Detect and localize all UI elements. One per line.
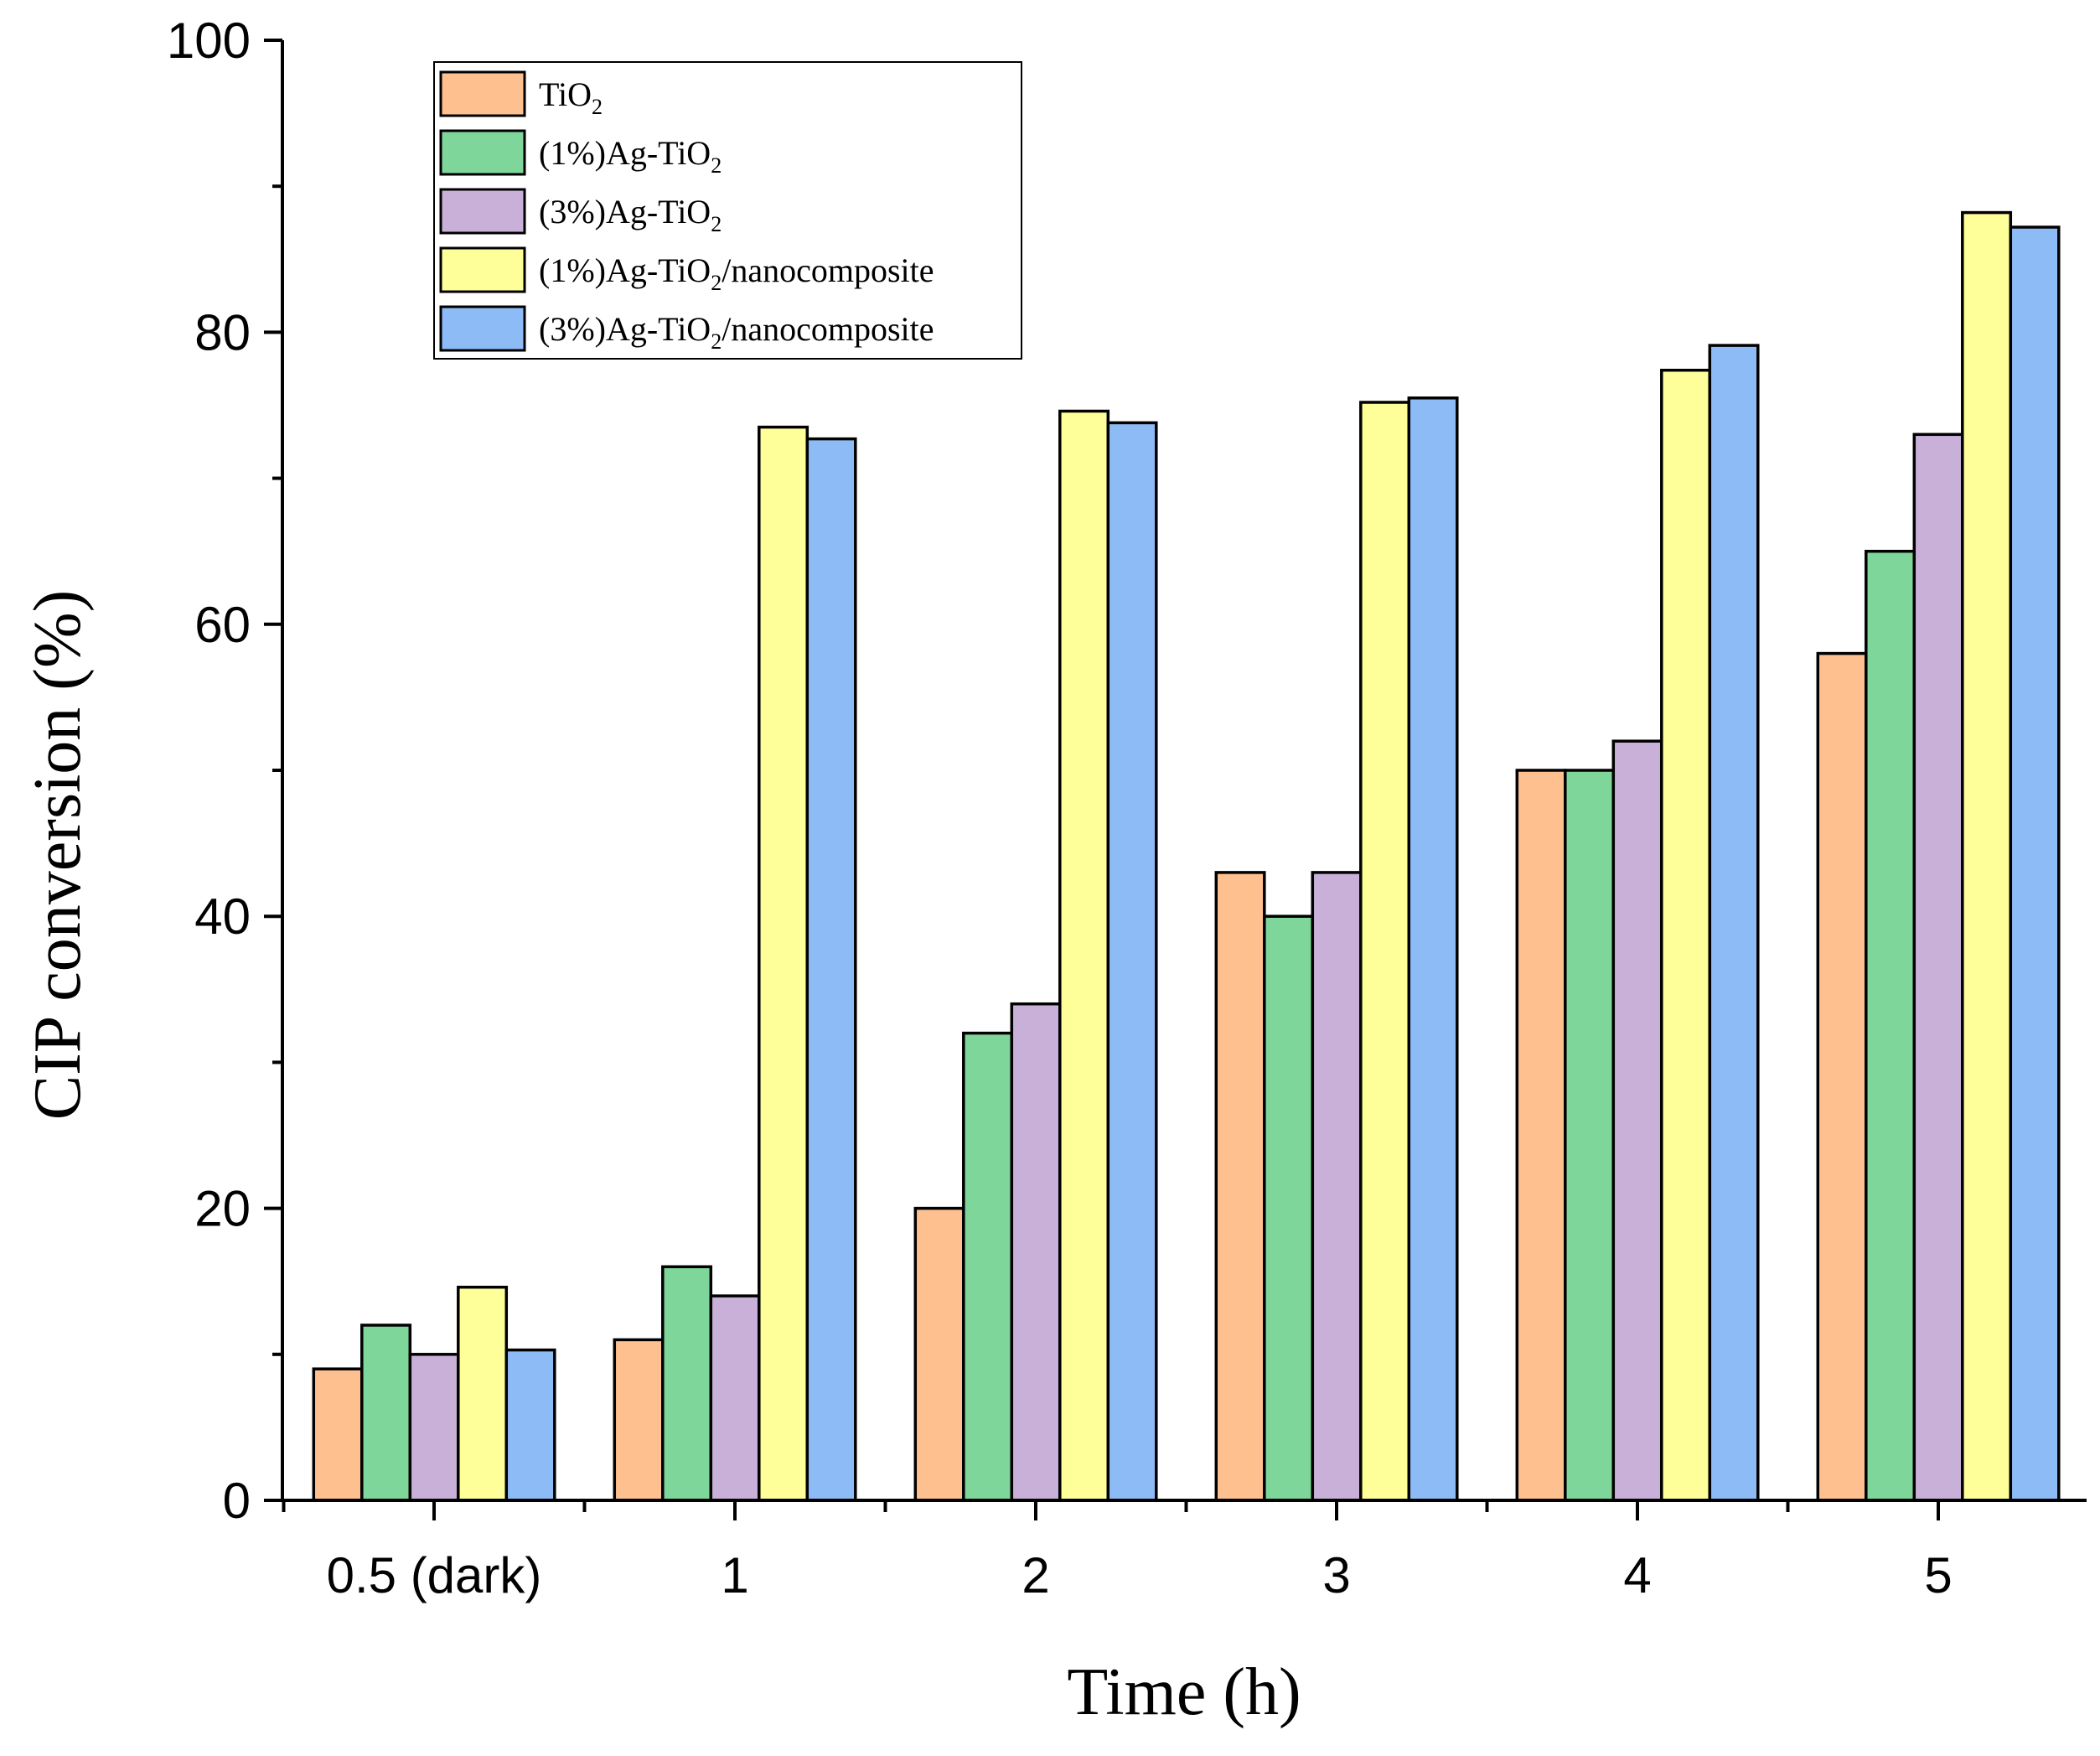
axes-layer: 0 20 40 60 80 100 0.5 (dark) 1 2 3 4 5: [167, 13, 2087, 1603]
x-tick-label: 1: [721, 1547, 748, 1603]
legend-label-2: (1%)Ag-TiO2: [539, 134, 722, 178]
bar-1-cat-4: [1214, 871, 1266, 1502]
legend-label-1: TiO2: [539, 75, 603, 119]
bar-1-cat-1: [312, 1367, 364, 1502]
y-tick-label: 80: [194, 304, 251, 360]
bar-2-cat-3: [962, 1031, 1014, 1502]
bar-4-cat-1: [457, 1285, 509, 1502]
legend-swatch-1: [439, 70, 526, 117]
y-tick-label: 100: [167, 13, 251, 69]
bar-2-cat-1: [360, 1323, 412, 1502]
bar-3-cat-4: [1311, 871, 1363, 1502]
bar-1-cat-5: [1515, 769, 1567, 1502]
bar-5-cat-3: [1106, 421, 1158, 1502]
bar-5-cat-5: [1708, 344, 1760, 1502]
x-tick-label: 0.5 (dark): [327, 1547, 542, 1603]
legend-swatch-4: [439, 246, 526, 293]
bar-4-cat-4: [1359, 401, 1411, 1502]
bar-1-cat-3: [913, 1206, 965, 1502]
bar-3-cat-1: [408, 1353, 460, 1502]
bar-4-cat-5: [1660, 368, 1712, 1502]
legend-label-4: (1%)Ag-TiO2/nanocomposite: [539, 251, 934, 295]
x-tick-label: 4: [1623, 1547, 1651, 1603]
x-tick-label: 3: [1322, 1547, 1350, 1603]
bar-5-cat-4: [1407, 396, 1459, 1502]
legend-swatch-5: [439, 305, 526, 352]
x-tick-label: 5: [1924, 1547, 1952, 1603]
bar-3-cat-6: [1912, 433, 1964, 1502]
y-tick-label: 60: [194, 597, 251, 653]
bars-layer: [312, 210, 2061, 1502]
x-tick-label: 2: [1022, 1547, 1049, 1603]
bar-3-cat-3: [1010, 1002, 1062, 1502]
x-axis-title: Time (h): [1067, 1655, 1301, 1729]
bar-5-cat-2: [805, 437, 857, 1502]
legend-label-5: (3%)Ag-TiO2/nanocomposite: [539, 310, 934, 354]
bar-2-cat-5: [1564, 769, 1616, 1502]
bar-2-cat-4: [1263, 914, 1315, 1502]
bar-1-cat-2: [613, 1338, 665, 1502]
bar-4-cat-3: [1058, 409, 1110, 1502]
y-axis-title: CIP conversion (%): [21, 590, 95, 1120]
y-tick-label: 20: [194, 1181, 251, 1237]
legend: TiO2 (1%)Ag-TiO2 (3%)Ag-TiO2 (1%)Ag-TiO2/na…: [433, 61, 1022, 360]
y-tick-label: 0: [223, 1473, 251, 1529]
bar-5-cat-6: [2009, 225, 2061, 1502]
legend-box: [433, 61, 1022, 360]
bar-3-cat-5: [1611, 739, 1663, 1502]
legend-swatch-2: [439, 129, 526, 176]
legend-label-3: (3%)Ag-TiO2: [539, 193, 722, 236]
bar-4-cat-6: [1961, 210, 2013, 1502]
bar-2-cat-6: [1865, 549, 1916, 1502]
bar-5-cat-1: [504, 1348, 556, 1502]
bar-3-cat-2: [709, 1294, 761, 1502]
y-tick-label: 40: [194, 888, 251, 945]
legend-swatch-3: [439, 188, 526, 235]
bar-2-cat-2: [661, 1265, 713, 1502]
bar-1-cat-6: [1816, 651, 1868, 1502]
bar-4-cat-2: [758, 425, 809, 1502]
